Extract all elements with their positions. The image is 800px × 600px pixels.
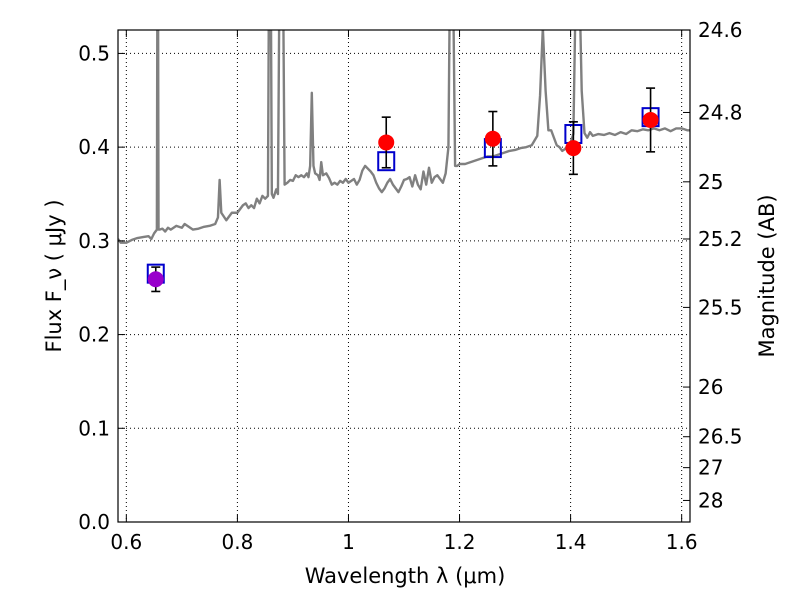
right-y-tick-label: 25.5 [698,295,743,319]
y-tick-label: 0.3 [78,229,110,253]
spectrum-line [118,30,690,244]
right-y-tick-label: 24.8 [698,100,743,124]
observed-flux-point [378,134,395,151]
axis-labels: Wavelength λ (μm) Flux F_ν ( μJy ) Magni… [42,194,779,588]
x-tick-label: 1.4 [555,530,587,554]
y-tick-label: 0.2 [78,323,110,347]
right-y-tick-label: 25.2 [698,227,743,251]
x-tick-label: 0.6 [110,530,142,554]
observed-flux-point [147,271,164,288]
y-tick-label: 0.1 [78,416,110,440]
right-y-tick-label: 24.6 [698,18,743,42]
y-axis-label: Flux F_ν ( μJy ) [42,199,67,352]
right-y-tick-label: 25 [698,170,723,194]
plot-area [118,30,690,293]
right-y-axis-label: Magnitude (AB) [755,194,779,357]
x-axis-label: Wavelength λ (μm) [305,564,506,588]
x-tick-label: 1.6 [666,530,698,554]
right-y-tick-label: 26 [698,375,723,399]
right-y-tick-label: 26.5 [698,425,743,449]
right-y-tick-label: 28 [698,488,723,512]
observed-flux-point [484,130,501,147]
y-tick-label: 0.4 [78,135,110,159]
axes: 0.6 0.8 1 1.2 1.4 1.6 0.0 0.1 0.2 0.3 0.4 0.5 24.6 24… [78,18,742,554]
y-tick-label: 0.0 [78,510,110,534]
x-tick-label: 1 [342,530,355,554]
right-y-tick-label: 27 [698,456,723,480]
grid-lines [118,30,690,523]
x-tick-label: 1.2 [444,530,476,554]
y-tick-label: 0.5 [78,41,110,65]
plot-frame [117,29,691,523]
observed-flux-point [565,140,582,157]
x-tick-label: 0.8 [221,530,253,554]
observed-flux-point [642,111,659,128]
